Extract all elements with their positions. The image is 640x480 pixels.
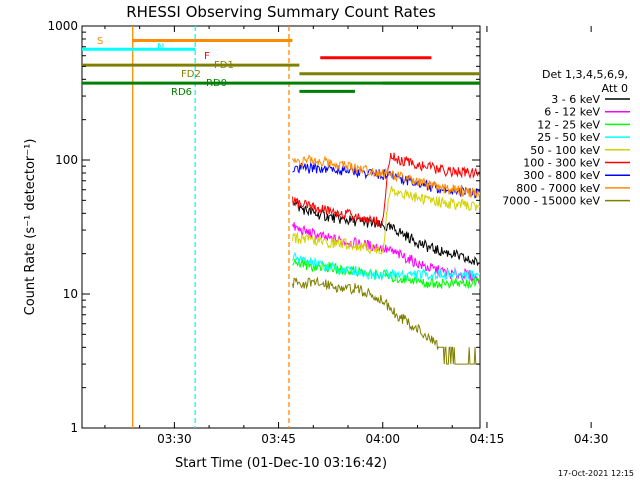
legend-label-5: 100 - 300 keV bbox=[523, 157, 600, 170]
chart-title: RHESSI Observing Summary Count Rates bbox=[126, 3, 436, 21]
flag-label-fd1: FD1 bbox=[214, 60, 234, 71]
x-tick-label-4: 04:30 bbox=[574, 432, 609, 446]
legend-label-7: 800 - 7000 keV bbox=[516, 182, 600, 195]
legend-label-3: 25 - 50 keV bbox=[537, 131, 600, 144]
flag-label-n: N bbox=[157, 42, 164, 53]
series-line-5 bbox=[292, 152, 480, 228]
x-tick-label-3: 04:15 bbox=[470, 432, 505, 446]
x-tick-label-2: 04:00 bbox=[365, 432, 400, 446]
x-axis-label: Start Time (01-Dec-10 03:16:42) bbox=[175, 456, 387, 471]
x-tick-label-0: 03:30 bbox=[157, 432, 192, 446]
plot-frame bbox=[81, 25, 481, 429]
flag-label-fd2: FD2 bbox=[181, 69, 201, 80]
legend-label-1: 6 - 12 keV bbox=[544, 106, 600, 119]
flag-label-rd6: RD6 bbox=[171, 87, 192, 98]
legend-label-8: 7000 - 15000 keV bbox=[502, 195, 600, 208]
plot-area bbox=[82, 26, 480, 428]
legend-label-0: 3 - 6 keV bbox=[551, 93, 600, 106]
y-tick-label-2: 100 bbox=[55, 153, 78, 167]
x-tick-label-1: 03:45 bbox=[261, 432, 296, 446]
series-line-3 bbox=[292, 251, 480, 282]
legend-header-2: Att 0 bbox=[602, 82, 628, 95]
flag-label-rd0: RD0 bbox=[206, 78, 227, 89]
y-tick-label-0: 1 bbox=[70, 421, 78, 435]
flag-label-s: S bbox=[97, 36, 103, 47]
series-line-8 bbox=[292, 276, 480, 365]
timestamp: 17-Oct-2021 12:15 bbox=[558, 469, 634, 478]
y-tick-label-1: 10 bbox=[63, 287, 78, 301]
y-tick-label-3: 1000 bbox=[47, 19, 78, 33]
legend-label-6: 300 - 800 keV bbox=[523, 169, 600, 182]
series-line-7 bbox=[292, 154, 480, 198]
flag-label-f: F bbox=[204, 51, 210, 62]
legend-label-2: 12 - 25 keV bbox=[537, 118, 600, 131]
legend-label-4: 50 - 100 keV bbox=[530, 144, 600, 157]
series-line-0 bbox=[292, 199, 480, 266]
series-line-2 bbox=[292, 258, 480, 290]
y-axis-label: Count Rate (s⁻¹ detector⁻¹) bbox=[23, 139, 38, 316]
series-line-4 bbox=[292, 185, 480, 255]
legend-header-1: Det 1,3,4,5,6,9, bbox=[542, 68, 628, 81]
